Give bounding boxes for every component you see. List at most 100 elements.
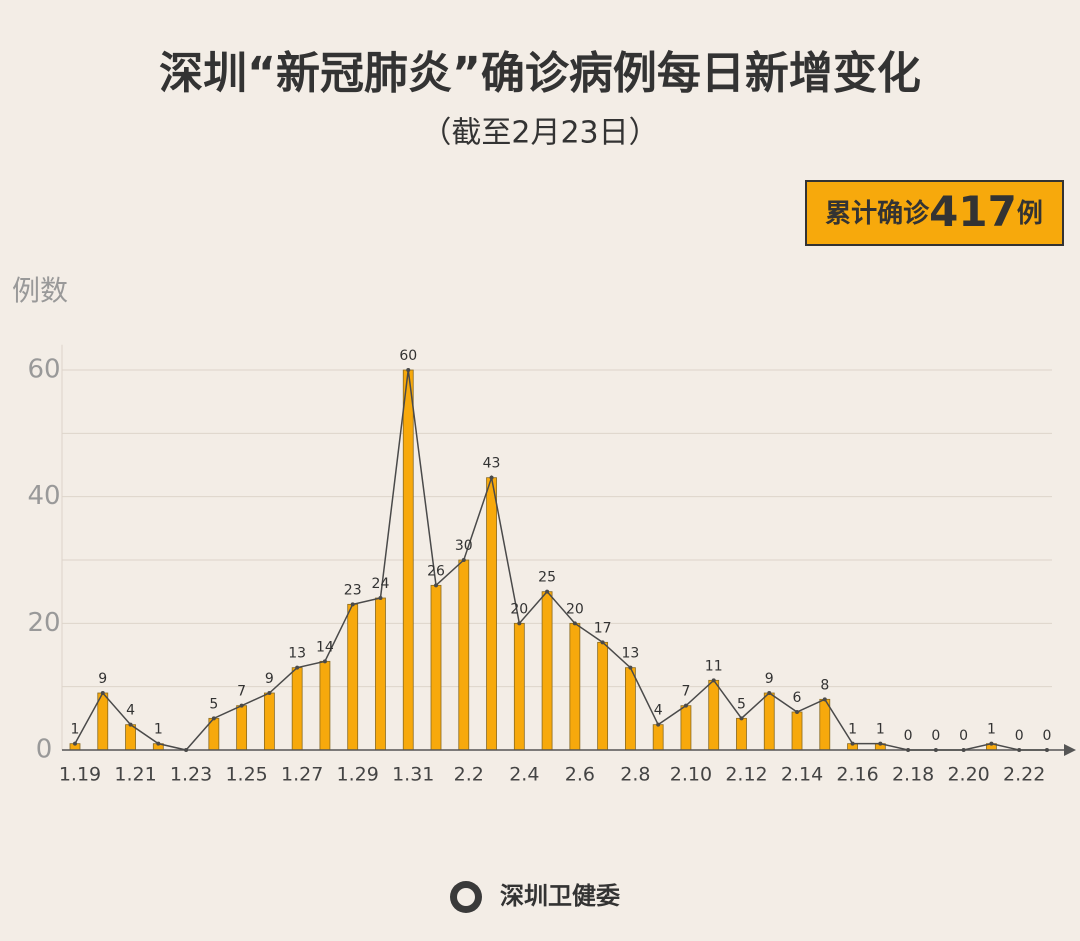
line-point: [600, 640, 605, 645]
line-point: [711, 678, 716, 683]
badge-text: 累计确诊417例: [825, 187, 1043, 236]
line-point: [489, 475, 494, 480]
chart-title: 深圳“新冠肺炎”确诊病例每日新增变化: [159, 48, 921, 99]
line-point: [100, 691, 105, 696]
value-label: 13: [288, 646, 306, 662]
value-label: 0: [959, 728, 968, 744]
x-tick-label: 2.12: [725, 764, 767, 786]
total-badge: 累计确诊417例: [805, 180, 1064, 246]
value-label: 20: [510, 601, 528, 617]
line-point: [739, 716, 744, 721]
line-point: [961, 748, 966, 752]
x-tick-label: 1.25: [225, 764, 267, 786]
line-point: [211, 716, 216, 721]
value-label: 5: [737, 696, 746, 712]
line-point: [73, 741, 77, 746]
line-point: [434, 583, 439, 588]
bar: [236, 705, 248, 751]
bar: [430, 584, 442, 751]
line-point: [517, 621, 522, 626]
value-label: 1: [154, 722, 163, 738]
value-label: 13: [621, 646, 639, 662]
x-tick-label: 1.29: [337, 764, 379, 786]
line-point: [628, 665, 633, 670]
value-label: 30: [455, 538, 473, 554]
bar: [680, 705, 692, 751]
bar: [97, 692, 109, 751]
y-tick-label: 20: [27, 608, 60, 638]
value-label: 8: [820, 677, 829, 693]
bar: [375, 597, 386, 751]
x-tick-label: 2.10: [670, 764, 712, 786]
value-label: 7: [681, 684, 690, 700]
value-label: 0: [904, 728, 913, 744]
value-label: 9: [765, 671, 774, 687]
value-label: 11: [705, 658, 723, 674]
line-point: [295, 665, 300, 670]
bar: [458, 559, 470, 751]
value-label: 24: [372, 576, 390, 592]
value-label: 1: [848, 722, 857, 738]
chart-subtitle: （截至2月23日）: [421, 116, 658, 151]
x-tick-label: 1.23: [170, 764, 212, 786]
line-point: [906, 748, 911, 752]
line-point: [128, 722, 133, 727]
badge-total: 417: [929, 187, 1017, 236]
line-point: [850, 741, 855, 746]
bar: [319, 660, 331, 751]
line-point: [378, 596, 383, 601]
x-tick-label: 2.14: [781, 764, 823, 786]
bar: [291, 667, 303, 751]
x-tick-label: 1.31: [392, 764, 434, 786]
bar: [625, 667, 636, 751]
line-point: [933, 748, 938, 752]
x-tick-label: 2.4: [509, 764, 539, 786]
line-point: [878, 741, 883, 746]
line-point: [267, 691, 272, 696]
y-axis-label: 例数: [12, 274, 68, 307]
x-tick-label: 1.27: [281, 764, 323, 786]
value-label: 1: [876, 722, 885, 738]
source: 深圳卫健委: [450, 881, 620, 913]
bar: [486, 477, 497, 751]
line-point: [795, 710, 800, 715]
value-label: 17: [594, 620, 612, 636]
x-tick-label: 2.8: [620, 764, 650, 786]
line-point: [156, 741, 161, 746]
bar: [763, 692, 775, 751]
line-point: [1044, 748, 1049, 752]
bar: [569, 622, 581, 751]
value-label: 25: [538, 570, 556, 586]
line-point: [1017, 748, 1022, 752]
line-point: [461, 558, 466, 563]
badge-box: [805, 180, 1064, 246]
bar: [819, 698, 831, 751]
line-point: [572, 621, 577, 626]
y-tick-label: 0: [36, 735, 53, 765]
value-label: 43: [483, 456, 501, 472]
source-text: 深圳卫健委: [500, 882, 620, 910]
bar: [263, 692, 275, 751]
value-label: 9: [265, 671, 274, 687]
x-tick-label: 1.21: [114, 764, 156, 786]
value-label: 9: [98, 671, 107, 687]
x-tick-label: 2.22: [1003, 764, 1045, 786]
line-point: [406, 368, 411, 373]
bar: [125, 724, 136, 751]
y-tick-label: 60: [27, 355, 60, 385]
bar: [736, 717, 747, 751]
bar: [347, 603, 359, 751]
line-point: [683, 703, 688, 708]
value-label: 4: [654, 703, 663, 719]
x-tick-label: 2.16: [836, 764, 878, 786]
value-label: 0: [1015, 728, 1024, 744]
line-point: [545, 589, 550, 594]
line-point: [350, 602, 355, 607]
value-label: 1: [71, 722, 80, 738]
line-point: [322, 659, 327, 664]
value-label: 6: [793, 690, 802, 706]
bar: [791, 711, 803, 751]
bar: [513, 622, 525, 751]
bar: [652, 724, 664, 751]
bar: [541, 591, 553, 751]
